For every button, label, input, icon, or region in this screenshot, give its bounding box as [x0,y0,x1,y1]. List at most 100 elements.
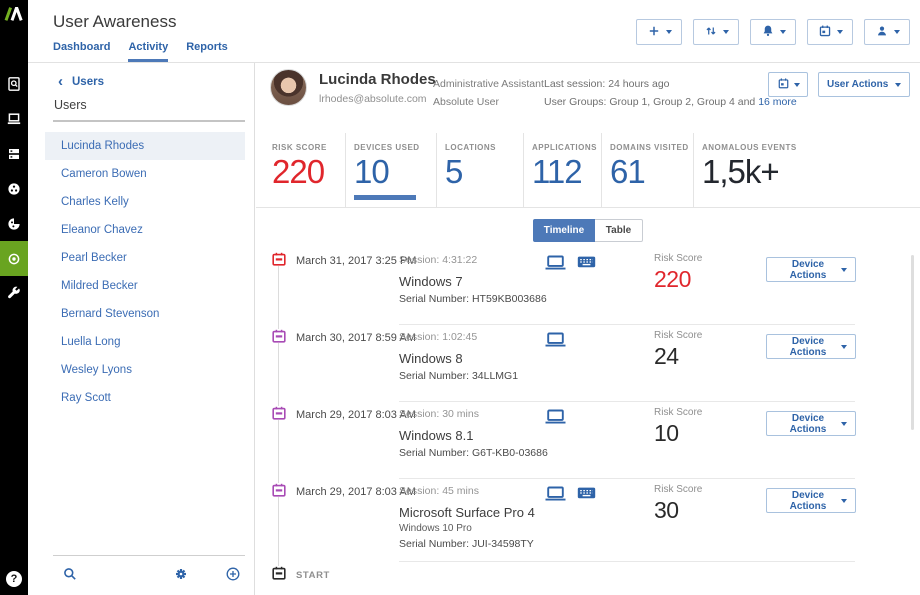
main-tabs: Dashboard Activity Reports [53,41,228,62]
tab-activity[interactable]: Activity [128,41,169,62]
add-circle-icon[interactable] [225,566,241,587]
add-button[interactable] [636,19,682,45]
chevron-down-icon [841,267,847,272]
bell-icon [761,24,775,41]
entry-details: Session: 30 mins Windows 8.1 Serial Numb… [399,408,548,459]
person-icon [875,24,889,41]
risk-score-label: Risk Score [654,484,703,495]
calendar-start-icon [272,566,286,580]
user-list: Lucinda Rhodes Cameron Bowen Charles Kelly… [28,132,254,412]
tab-dashboard[interactable]: Dashboard [53,41,110,62]
stat-anomalous-events[interactable]: ANOMALOUS EVENTS 1,5k+ [694,133,920,207]
stat-value: 5 [445,153,463,190]
timeline-entries: March 31, 2017 3:25 PM Session: 4:31:22 … [256,248,920,562]
profile-role-column: Administrative Assistant Absolute User [433,75,544,111]
user-groups-text: User Groups: Group 1, Group 2, Group 4 a… [544,96,759,108]
back-to-users-link[interactable]: ‹ Users [58,73,254,90]
tab-label: Reports [186,41,228,53]
user-list-item[interactable]: Charles Kelly [61,196,129,208]
entry-session: Session: 30 mins [399,408,479,420]
timeline-connector [278,262,279,578]
chevron-down-icon [665,30,672,34]
timeline: March 31, 2017 3:25 PM Session: 4:31:22 … [256,248,920,595]
view-toggle: Timeline Table [256,219,920,242]
users-panel: ‹ Users Users Lucinda Rhodes Cameron Bowe… [28,62,255,595]
chevron-down-icon [836,30,843,34]
user-list-item[interactable]: Wesley Lyons [61,364,132,376]
calendar-marker-icon [272,406,286,420]
top-bar: User Awareness Dashboard Activity Reports [28,0,920,63]
user-list-item[interactable]: Bernard Stevenson [61,308,160,320]
account-button[interactable] [864,19,910,45]
help-icon[interactable]: ? [6,571,22,587]
stat-label: DEVICES USED [354,143,420,152]
user-list-item[interactable]: Luella Long [61,336,121,348]
profile-actions: User Actions [768,72,910,97]
device-actions-label: Device Actions [789,335,827,358]
entry-device-icons [544,332,596,353]
user-list-item[interactable]: Ray Scott [61,392,111,404]
user-awareness-icon[interactable] [0,241,28,276]
stat-risk-score[interactable]: RISK SCORE 220 [256,133,346,207]
tab-reports[interactable]: Reports [186,41,228,62]
user-list-item[interactable]: Lucinda Rhodes [45,132,245,160]
report-search-icon[interactable] [0,66,28,101]
risk-score-value: 10 [654,420,679,446]
toggle-table-button[interactable]: Table [595,219,643,242]
risk-score-value: 24 [654,343,679,369]
vertical-scrollbar[interactable] [911,255,914,430]
chevron-down-icon [895,82,901,87]
user-list-item[interactable]: Mildred Becker [61,280,138,292]
device-actions-button[interactable]: Device Actions [766,334,856,359]
chevron-down-icon [841,421,847,426]
risk-score-label: Risk Score [654,253,703,264]
user-list-item[interactable]: Eleanor Chavez [61,224,143,236]
sort-arrows-icon [704,24,718,41]
devices-icon[interactable] [0,101,28,136]
stat-devices-used[interactable]: DEVICES USED 10 [346,133,437,207]
chevron-down-icon [841,344,847,349]
stat-label: LOCATIONS [445,143,497,152]
profile-user-groups: User Groups: Group 1, Group 2, Group 4 a… [544,93,797,111]
sort-button[interactable] [693,19,739,45]
entry-device-name: Windows 8 [399,351,463,366]
device-actions-button[interactable]: Device Actions [766,411,856,436]
device-actions-label: Device Actions [789,489,827,512]
entry-device-name: Windows 8.1 [399,428,474,443]
user-groups-more-link[interactable]: 16 more [758,96,797,108]
entry-device-icons [544,486,596,507]
toggle-timeline-button[interactable]: Timeline [533,219,595,242]
user-list-item[interactable]: Cameron Bowen [61,168,147,180]
stat-value: 10 [354,153,390,190]
users-panel-title: Users [54,98,87,112]
stat-domains-visited[interactable]: DOMAINS VISITED 61 [602,133,694,207]
stat-locations[interactable]: LOCATIONS 5 [437,133,524,207]
entry-serial: Serial Number: G6T-KB0-03686 [399,447,548,459]
user-actions-button[interactable]: User Actions [818,72,910,97]
entry-details: Session: 45 mins Microsoft Surface Pro 4… [399,485,535,550]
chevron-left-icon: ‹ [58,73,63,90]
device-actions-button[interactable]: Device Actions [766,257,856,282]
policies-icon[interactable] [0,136,28,171]
timeline-entry: March 29, 2017 8:03 AM Session: 45 mins … [256,479,920,562]
panel-divider [53,120,245,122]
profile-date-range-button[interactable] [768,72,808,97]
avatar [270,69,307,106]
profile-header: Lucinda Rhodes lrhodes@absolute.com Admi… [256,62,920,132]
gear-icon[interactable] [173,566,189,587]
applications-icon[interactable] [0,171,28,206]
entry-risk: Risk Score 30 [654,484,702,524]
settings-icon[interactable] [0,276,28,311]
data-icon[interactable] [0,206,28,241]
stat-label: DOMAINS VISITED [610,143,689,152]
entry-risk: Risk Score 220 [654,253,702,293]
date-range-button[interactable] [807,19,853,45]
stat-applications[interactable]: APPLICATIONS 112 [524,133,602,207]
alerts-button[interactable] [750,19,796,45]
entry-date: March 29, 2017 8:03 AM [296,486,416,498]
user-list-item[interactable]: Pearl Becker [61,252,127,264]
search-icon[interactable] [62,566,78,587]
tab-label: Activity [128,41,169,53]
device-actions-button[interactable]: Device Actions [766,488,856,513]
